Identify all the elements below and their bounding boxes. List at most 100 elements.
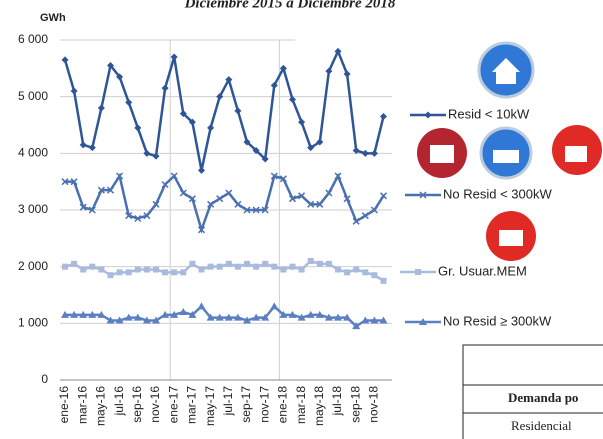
marker	[179, 308, 188, 315]
marker	[307, 200, 315, 208]
marker	[244, 260, 250, 267]
marker	[88, 310, 97, 318]
marker	[297, 313, 306, 321]
marker	[270, 81, 278, 89]
marker	[125, 212, 133, 220]
marker	[61, 56, 69, 64]
legend-label: No Resid < 300kW	[443, 186, 552, 201]
marker	[243, 206, 251, 214]
marker	[197, 302, 206, 310]
marker	[325, 189, 333, 197]
marker	[252, 313, 261, 321]
marker	[170, 53, 178, 61]
marker	[143, 212, 151, 220]
marker	[207, 124, 215, 132]
x-tick-label: ene-18	[276, 386, 290, 424]
marker	[225, 76, 233, 84]
marker	[124, 313, 133, 321]
table: Demanda po Residencial	[462, 344, 603, 439]
marker	[380, 277, 387, 284]
marker	[115, 316, 124, 324]
marker	[270, 172, 278, 180]
series	[61, 47, 387, 174]
x-tick-label: sep-18	[348, 386, 362, 423]
legend-marker	[424, 111, 432, 119]
marker	[352, 217, 360, 225]
marker	[279, 175, 287, 183]
marker	[179, 189, 187, 197]
marker	[270, 302, 279, 310]
x-tick-label: nov-16	[148, 386, 162, 423]
marker	[307, 258, 314, 264]
x-tick-label: nov-18	[367, 386, 381, 423]
x-tick-label: mar-18	[294, 386, 308, 424]
x-tick-label: sep-17	[239, 386, 253, 423]
marker	[289, 96, 296, 103]
marker	[171, 269, 178, 276]
x-tick-label: jul-16	[112, 386, 126, 417]
marker	[252, 147, 260, 154]
marker	[298, 266, 305, 273]
marker	[152, 200, 160, 208]
marker	[80, 266, 87, 273]
marker	[97, 310, 106, 318]
legend-label: Resid < 10kW	[448, 106, 530, 121]
marker	[243, 138, 251, 146]
marker	[334, 313, 342, 321]
y-tick-label: 5 000	[18, 89, 48, 103]
legend-marker	[419, 191, 427, 199]
marker	[379, 192, 388, 200]
marker	[352, 322, 361, 330]
legend-label: Gr. Usuar.MEM	[438, 263, 527, 278]
x-tick-label: mar-16	[75, 386, 89, 424]
marker	[116, 172, 124, 180]
marker	[306, 310, 315, 318]
marker	[71, 260, 78, 267]
marker	[234, 263, 241, 270]
marker	[89, 263, 96, 270]
marker	[316, 260, 323, 267]
series	[61, 302, 388, 330]
x-tick-label: nov-17	[257, 386, 271, 423]
marker	[216, 93, 224, 101]
x-tick-label: sep-16	[130, 386, 144, 423]
chart-title: Diciembre 2015 a Diciembre 2018	[184, 0, 396, 11]
marker	[62, 263, 68, 270]
x-tick-label: ene-17	[166, 386, 180, 424]
legend-marker	[415, 269, 421, 275]
marker	[225, 260, 232, 267]
marker	[152, 316, 160, 324]
marker	[316, 200, 324, 208]
marker	[61, 178, 69, 186]
marker	[207, 263, 214, 270]
marker	[97, 186, 105, 194]
marker	[325, 67, 333, 75]
y-tick-label: 0	[41, 372, 48, 386]
marker	[107, 62, 114, 69]
marker	[215, 313, 224, 321]
marker	[334, 47, 342, 55]
marker	[380, 113, 387, 120]
marker	[334, 172, 342, 180]
marker	[234, 200, 242, 208]
marker	[161, 310, 170, 318]
x-tick-label: may-16	[94, 386, 108, 426]
marker	[189, 260, 196, 267]
marker	[198, 166, 205, 174]
marker	[216, 263, 223, 270]
marker	[379, 316, 388, 324]
marker	[70, 310, 79, 318]
marker	[98, 266, 105, 273]
marker	[361, 316, 370, 324]
x-tick-label: may-18	[312, 386, 326, 426]
marker	[352, 147, 360, 154]
marker	[298, 118, 306, 126]
marker	[298, 192, 306, 200]
marker	[344, 269, 351, 276]
marker	[143, 149, 151, 157]
marker	[234, 107, 242, 115]
icons	[417, 41, 602, 261]
marker	[79, 141, 87, 149]
marker	[170, 310, 179, 318]
legend-marker	[419, 318, 427, 325]
